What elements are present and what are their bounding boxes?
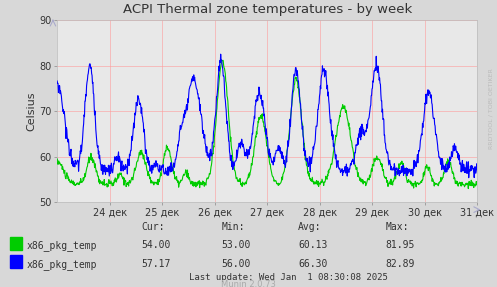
Y-axis label: Celsius: Celsius	[26, 92, 36, 131]
Text: x86_pkg_temp: x86_pkg_temp	[26, 259, 97, 270]
Text: RRDTOOL / TOBI OETIKER: RRDTOOL / TOBI OETIKER	[489, 69, 494, 150]
Text: Max:: Max:	[385, 222, 409, 232]
Text: Min:: Min:	[221, 222, 245, 232]
Title: ACPI Thermal zone temperatures - by week: ACPI Thermal zone temperatures - by week	[123, 3, 412, 16]
Text: 66.30: 66.30	[298, 259, 328, 269]
Text: 82.89: 82.89	[385, 259, 414, 269]
Text: 81.95: 81.95	[385, 240, 414, 250]
Text: 57.17: 57.17	[142, 259, 171, 269]
Text: 60.13: 60.13	[298, 240, 328, 250]
Text: Cur:: Cur:	[142, 222, 165, 232]
Text: Munin 2.0.73: Munin 2.0.73	[221, 280, 276, 287]
Text: Last update: Wed Jan  1 08:30:08 2025: Last update: Wed Jan 1 08:30:08 2025	[189, 273, 388, 282]
Text: 54.00: 54.00	[142, 240, 171, 250]
Text: 53.00: 53.00	[221, 240, 250, 250]
Text: 56.00: 56.00	[221, 259, 250, 269]
Text: Avg:: Avg:	[298, 222, 322, 232]
Text: x86_pkg_temp: x86_pkg_temp	[26, 240, 97, 251]
